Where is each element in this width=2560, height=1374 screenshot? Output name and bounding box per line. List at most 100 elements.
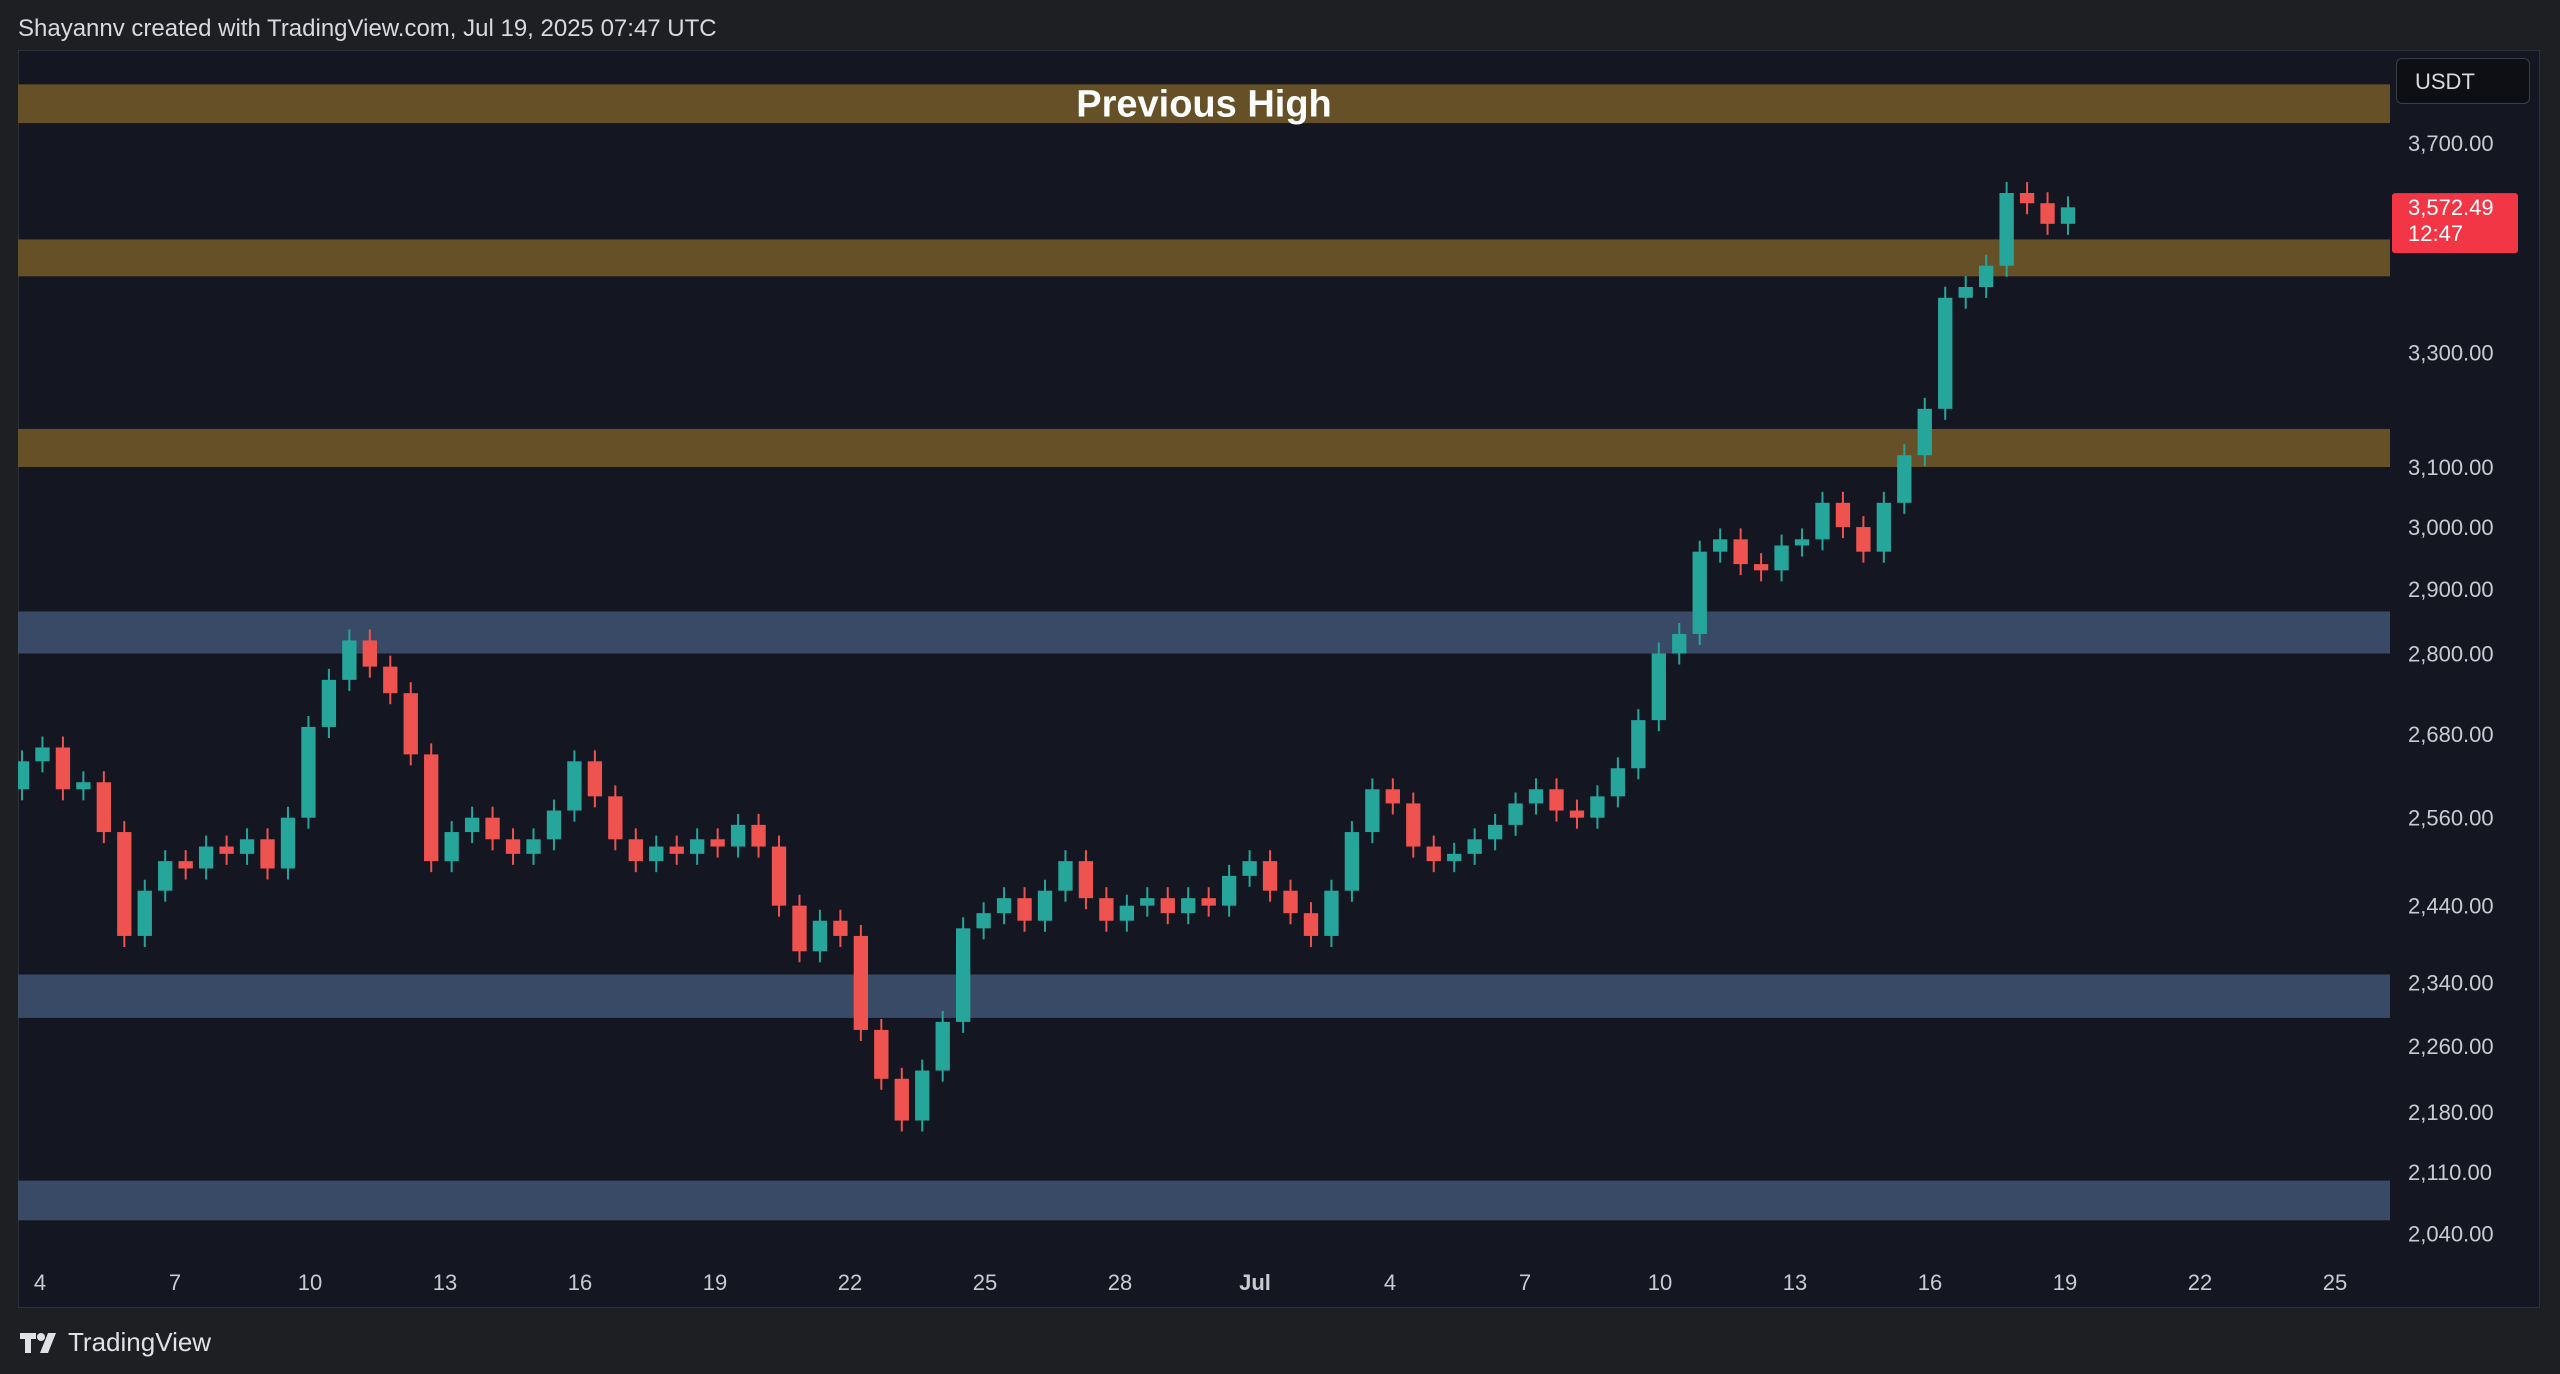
candle-body bbox=[301, 726, 316, 818]
x-tick-label: 7 bbox=[169, 1270, 181, 1295]
candle-body bbox=[1835, 502, 1851, 528]
candle-body bbox=[976, 913, 991, 929]
y-tick-label: 3,300.00 bbox=[2408, 340, 2494, 365]
x-tick-label: 16 bbox=[568, 1270, 592, 1295]
candle-body bbox=[198, 846, 214, 869]
candle-body bbox=[96, 782, 112, 833]
candle-body bbox=[1876, 502, 1892, 552]
candle-body bbox=[35, 747, 50, 762]
candle-body bbox=[1631, 720, 1646, 769]
candle-body bbox=[996, 898, 1012, 914]
y-tick-label: 2,180.00 bbox=[2408, 1100, 2494, 1125]
y-tick-label: 2,110.00 bbox=[2408, 1160, 2492, 1185]
candle-body bbox=[1385, 789, 1400, 804]
candle-body bbox=[1569, 810, 1585, 818]
candle-body bbox=[874, 1029, 889, 1079]
y-tick-label: 2,040.00 bbox=[2408, 1222, 2494, 1247]
candle-body bbox=[485, 817, 500, 840]
tradingview-wordmark: TradingView bbox=[68, 1326, 212, 1357]
candle-body bbox=[1774, 545, 1789, 571]
candle-body bbox=[1099, 898, 1114, 921]
supply-zone-0 bbox=[18, 84, 2390, 124]
candle-body bbox=[158, 861, 173, 891]
x-tick-label: 25 bbox=[2323, 1270, 2347, 1295]
candle-body bbox=[812, 920, 828, 952]
candle-body bbox=[833, 920, 848, 936]
candle-body bbox=[546, 810, 562, 840]
candle-body bbox=[1303, 913, 1319, 936]
last-price-tag bbox=[2392, 193, 2518, 254]
candle-body bbox=[1058, 861, 1073, 891]
y-tick-label: 3,000.00 bbox=[2408, 515, 2494, 540]
candle-body bbox=[1242, 861, 1257, 876]
candle-body bbox=[1324, 890, 1339, 936]
candle-body bbox=[853, 935, 869, 1030]
candle-body bbox=[1283, 890, 1298, 914]
x-tick-label: 28 bbox=[1108, 1270, 1132, 1295]
candle-body bbox=[1999, 193, 2014, 266]
candle-body bbox=[18, 761, 30, 790]
candle-body bbox=[1508, 803, 1523, 825]
y-tick-label: 2,260.00 bbox=[2408, 1034, 2494, 1059]
zone-label-previous-high: Previous High bbox=[1076, 83, 1332, 125]
candle-body bbox=[1160, 898, 1175, 914]
candle-body bbox=[1794, 539, 1810, 546]
candle-body bbox=[1610, 768, 1626, 797]
candle-body bbox=[1344, 832, 1360, 891]
x-tick-label: Jul bbox=[1239, 1270, 1271, 1295]
candle-body bbox=[403, 693, 418, 755]
candle-body bbox=[321, 679, 337, 727]
candle-body bbox=[55, 747, 71, 790]
x-tick-label: 22 bbox=[2188, 1270, 2212, 1295]
candle-body bbox=[383, 666, 398, 694]
candle-body bbox=[137, 890, 152, 936]
candle-body bbox=[608, 796, 623, 840]
candle-body bbox=[1487, 824, 1503, 840]
candle-body bbox=[444, 832, 459, 862]
candle-body bbox=[1447, 853, 1462, 862]
y-tick-label: 2,680.00 bbox=[2408, 722, 2494, 747]
x-tick-label: 25 bbox=[973, 1270, 997, 1295]
x-tick-label: 10 bbox=[298, 1270, 322, 1295]
x-tick-label: 10 bbox=[1648, 1270, 1672, 1295]
candle-body bbox=[1753, 564, 1769, 571]
candle-body bbox=[1549, 789, 1564, 811]
candle-body bbox=[2040, 203, 2055, 224]
candle-body bbox=[567, 761, 582, 811]
y-tick-label: 2,900.00 bbox=[2408, 577, 2494, 602]
candle-body bbox=[894, 1078, 909, 1121]
candle-body bbox=[1856, 527, 1871, 552]
x-tick-label: 19 bbox=[703, 1270, 727, 1295]
currency-selector[interactable]: USDT bbox=[2396, 58, 2530, 104]
y-tick-label: 2,340.00 bbox=[2408, 970, 2494, 995]
candle-body bbox=[771, 846, 787, 906]
x-tick-label: 19 bbox=[2053, 1270, 2077, 1295]
tradingview-logo-icon bbox=[20, 1333, 56, 1353]
candle-body bbox=[239, 839, 255, 854]
y-tick-label: 2,440.00 bbox=[2408, 894, 2494, 919]
candle-body bbox=[1938, 297, 1953, 409]
candle-body bbox=[935, 1021, 950, 1071]
candle-body bbox=[1365, 789, 1380, 833]
demand-zone-5 bbox=[18, 1180, 2390, 1221]
candle-body bbox=[1713, 539, 1728, 552]
candle-body bbox=[1672, 633, 1687, 654]
candle-body bbox=[710, 839, 725, 847]
candle-body bbox=[792, 905, 807, 952]
x-tick-label: 22 bbox=[838, 1270, 862, 1295]
candle-body bbox=[464, 817, 480, 833]
candle-body bbox=[1017, 898, 1032, 921]
candle-body bbox=[1978, 265, 1994, 288]
y-tick-label: 2,800.00 bbox=[2408, 641, 2494, 666]
candle-body bbox=[342, 640, 357, 680]
candle-body bbox=[1733, 539, 1748, 565]
y-tick-label: 3,700.00 bbox=[2408, 131, 2494, 156]
candle-body bbox=[280, 817, 296, 869]
price-chart[interactable]: Previous High 3,700.00 3,300.00 3,100.00 3,0… bbox=[18, 50, 2540, 1308]
candle-body bbox=[1181, 898, 1196, 914]
y-tick-label: 2,560.00 bbox=[2408, 806, 2494, 831]
candle-body bbox=[1119, 905, 1135, 921]
candle-body bbox=[1037, 890, 1053, 921]
candle-body bbox=[1201, 898, 1216, 906]
candle-body bbox=[2060, 207, 2076, 224]
